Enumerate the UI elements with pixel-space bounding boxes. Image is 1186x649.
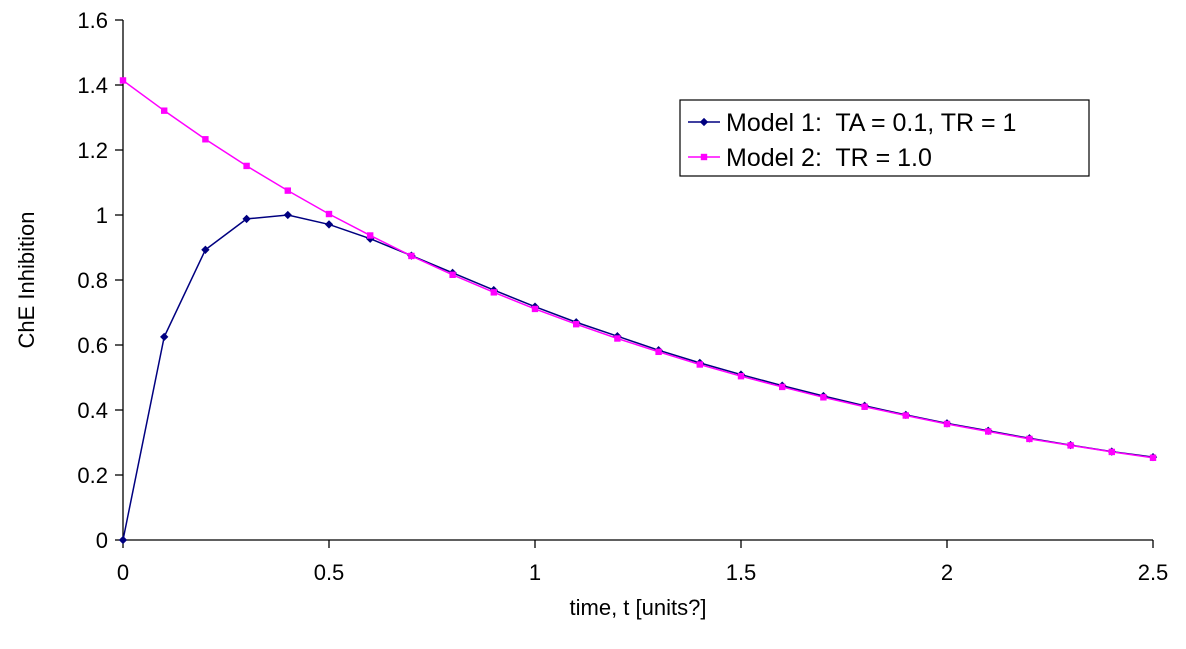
series-2-point bbox=[779, 383, 786, 391]
x-tick-label: 2 bbox=[941, 560, 953, 585]
series-1-line bbox=[122, 214, 1154, 541]
x-tick-label: 1 bbox=[529, 560, 541, 585]
x-tick-label: 1.5 bbox=[726, 560, 757, 585]
series-2-point bbox=[490, 289, 497, 296]
series-2-line bbox=[122, 79, 1154, 459]
series-2 bbox=[119, 77, 1157, 461]
y-tick-label: 0.8 bbox=[77, 268, 108, 293]
series-1-point bbox=[160, 332, 169, 342]
series-2-point bbox=[573, 320, 580, 328]
series-1 bbox=[118, 210, 1158, 545]
y-tick-label: 0.6 bbox=[77, 333, 108, 358]
x-tick-label: 2.5 bbox=[1138, 560, 1169, 585]
legend: Model 1: TA = 0.1, TR = 1 Model 2: TR = 1… bbox=[679, 99, 1090, 177]
series-2-point bbox=[820, 394, 827, 401]
x-tick-label: 0 bbox=[117, 560, 129, 585]
series-2-point bbox=[366, 232, 374, 239]
series-1-point bbox=[324, 220, 334, 229]
series-2-point bbox=[696, 361, 703, 368]
x-axis-label: time, t [units?] bbox=[570, 595, 707, 620]
series-2-point bbox=[531, 305, 539, 313]
series-2-point bbox=[243, 162, 250, 170]
legend-label: Model 1: TA = 0.1, TR = 1 bbox=[726, 109, 1016, 137]
series-2-point bbox=[284, 187, 291, 194]
series-1-point bbox=[118, 535, 128, 545]
series-2-point bbox=[985, 428, 992, 435]
series-2-point bbox=[119, 77, 127, 84]
series-2-point bbox=[861, 403, 868, 410]
y-tick-label: 1.4 bbox=[77, 73, 108, 98]
series-2-point bbox=[408, 252, 415, 260]
y-tick-label: 0.4 bbox=[77, 398, 108, 423]
series-layer bbox=[118, 77, 1158, 545]
legend-item: Model 2: TR = 1.0 bbox=[688, 144, 932, 172]
legend-box bbox=[679, 99, 1090, 177]
axes bbox=[122, 20, 1153, 541]
series-1-point bbox=[242, 214, 251, 224]
legend-swatch-marker bbox=[700, 153, 708, 161]
series-2-point bbox=[614, 335, 621, 342]
series-2-point bbox=[202, 136, 209, 143]
series-2-point bbox=[943, 420, 951, 428]
series-1-point bbox=[283, 210, 292, 220]
legend-swatch-marker bbox=[699, 117, 709, 127]
y-tick-label: 1 bbox=[96, 203, 108, 228]
y-tick-label: 1.6 bbox=[77, 8, 108, 33]
series-2-point bbox=[1026, 435, 1033, 443]
series-1-point bbox=[201, 245, 210, 254]
series-2-point bbox=[902, 412, 909, 419]
series-2-point bbox=[160, 107, 168, 114]
series-2-point bbox=[449, 271, 456, 278]
series-2-point bbox=[737, 372, 745, 380]
series-2-point bbox=[1149, 454, 1157, 461]
y-axis-label: ChE Inhibition bbox=[14, 212, 39, 349]
y-tick-label: 1.2 bbox=[77, 138, 108, 163]
y-tick-label: 0 bbox=[96, 528, 108, 553]
x-tick-label: 0.5 bbox=[314, 560, 345, 585]
legend-item: Model 1: TA = 0.1, TR = 1 bbox=[688, 109, 1016, 137]
series-2-point bbox=[1067, 442, 1074, 449]
x-axis-ticks: 0 0.5 1 1.5 2 2.5 bbox=[117, 540, 1168, 585]
legend-label: Model 2: TR = 1.0 bbox=[726, 144, 932, 172]
series-2-point bbox=[1108, 448, 1115, 456]
series-2-point bbox=[655, 348, 662, 356]
series-2-point bbox=[325, 210, 333, 218]
y-axis-ticks: 0 0.2 0.4 0.6 0.8 1 1.2 1.4 1.6 bbox=[77, 8, 123, 553]
y-tick-label: 0.2 bbox=[77, 463, 108, 488]
